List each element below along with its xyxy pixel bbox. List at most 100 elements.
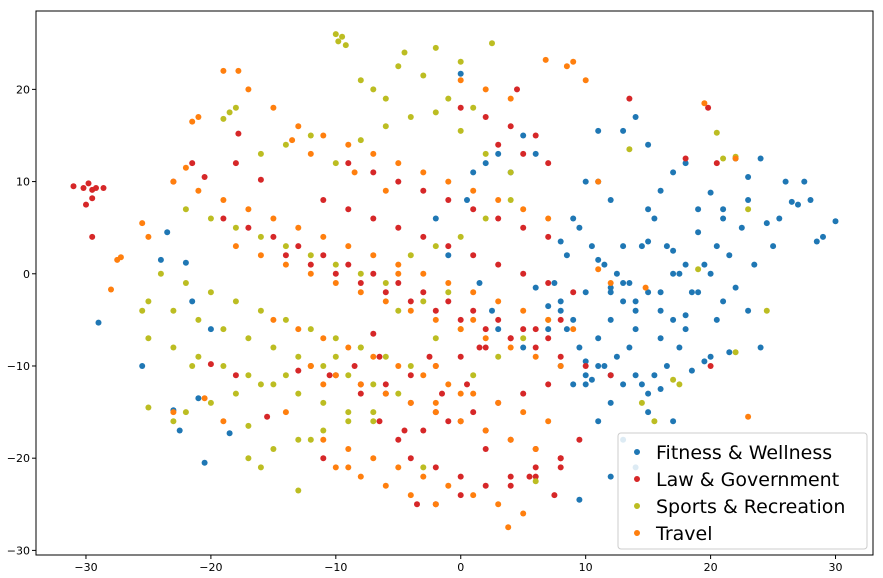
data-point <box>470 307 477 314</box>
data-point <box>520 409 527 416</box>
data-point <box>282 141 289 148</box>
data-point <box>557 298 564 305</box>
data-point <box>832 218 839 225</box>
data-point <box>620 381 627 388</box>
data-point <box>545 381 552 388</box>
data-point <box>563 252 570 259</box>
data-point <box>295 243 302 250</box>
data-point <box>295 390 302 397</box>
data-point <box>376 353 383 360</box>
data-point <box>370 330 377 337</box>
data-point <box>507 482 514 489</box>
data-point <box>270 446 277 452</box>
data-point <box>432 215 439 222</box>
y-tick-label: −20 <box>7 452 30 465</box>
data-point <box>295 123 302 130</box>
data-point <box>414 501 420 508</box>
data-point <box>445 95 452 102</box>
data-point <box>745 307 752 314</box>
data-point <box>489 40 495 47</box>
data-point <box>235 67 242 74</box>
legend-marker <box>634 449 640 455</box>
data-point <box>476 280 483 286</box>
data-point <box>482 446 489 452</box>
data-point <box>457 104 464 111</box>
data-point <box>85 180 92 187</box>
data-point <box>682 160 689 167</box>
data-point <box>470 169 477 176</box>
data-point <box>245 224 252 231</box>
data-point <box>114 256 121 263</box>
data-point <box>620 280 627 286</box>
data-point <box>257 464 264 471</box>
data-point <box>420 169 427 176</box>
data-point <box>432 307 439 314</box>
data-point <box>707 353 714 360</box>
data-point <box>545 316 552 323</box>
data-point <box>713 160 720 167</box>
data-point <box>670 376 677 383</box>
data-point <box>576 436 583 443</box>
data-point <box>532 326 539 333</box>
data-point <box>426 353 433 360</box>
data-point <box>370 86 377 93</box>
data-point <box>189 363 196 369</box>
data-point <box>382 390 389 397</box>
data-point <box>395 224 402 231</box>
data-point <box>470 187 477 194</box>
data-point <box>257 381 264 388</box>
data-point <box>232 160 239 167</box>
data-point <box>657 386 664 392</box>
data-point <box>645 141 652 148</box>
data-point <box>201 395 208 402</box>
data-point <box>457 473 464 480</box>
data-point <box>445 418 452 425</box>
data-point <box>332 335 339 342</box>
data-point <box>620 243 627 250</box>
data-point <box>557 363 564 369</box>
data-point <box>607 284 614 291</box>
data-point <box>457 127 464 134</box>
legend-label: Fitness & Wellness <box>656 442 832 464</box>
data-point <box>705 104 712 111</box>
data-point <box>482 114 489 120</box>
data-point <box>170 409 177 416</box>
data-point <box>495 150 502 157</box>
data-point <box>382 289 389 296</box>
data-point <box>445 243 452 250</box>
data-point <box>257 252 264 259</box>
data-point <box>495 215 502 222</box>
data-point <box>482 427 489 434</box>
data-point <box>688 367 695 374</box>
data-point <box>395 280 402 286</box>
x-axis: −30 −20 −10 0 10 20 30 <box>74 555 843 574</box>
data-point <box>232 243 239 250</box>
data-point <box>651 418 658 425</box>
data-point <box>320 381 327 388</box>
data-point <box>545 326 552 333</box>
data-point <box>663 363 670 369</box>
data-point <box>682 261 689 268</box>
data-point <box>270 215 277 222</box>
y-axis: −30 −20 −10 0 10 20 <box>7 83 36 557</box>
data-point <box>332 160 339 167</box>
data-point <box>445 197 452 203</box>
data-point <box>757 344 764 351</box>
data-point <box>395 178 402 185</box>
data-point <box>370 169 377 176</box>
data-point <box>182 206 189 213</box>
data-point <box>570 58 577 65</box>
data-point <box>295 326 302 333</box>
data-point <box>83 201 89 208</box>
data-point <box>645 206 652 213</box>
data-point <box>420 72 427 79</box>
data-point <box>707 363 714 369</box>
data-point <box>432 44 439 51</box>
data-point <box>145 298 152 305</box>
data-point <box>620 298 627 305</box>
x-tick-label: 10 <box>579 561 593 574</box>
data-point <box>532 150 539 157</box>
data-point <box>357 270 364 277</box>
data-point <box>701 100 708 107</box>
